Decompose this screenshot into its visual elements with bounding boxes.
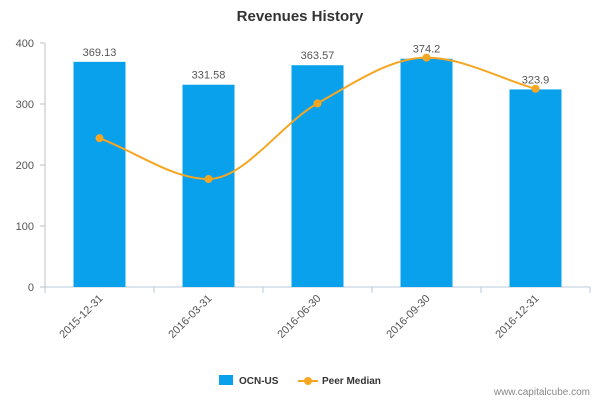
watermark: www.capitalcube.com [493,387,590,398]
chart-title: Revenues History [237,8,364,25]
bar-ocn-us [291,65,344,288]
bar-value-label: 369.13 [83,47,117,59]
x-tick-label: 2016-03-31 [166,293,214,341]
peer-median-point [531,84,540,93]
bar-ocn-us [182,84,235,287]
x-tick-label: 2016-06-30 [275,293,323,341]
bar-value-label: 323.9 [522,74,550,86]
legend-label-peer-median: Peer Median [322,376,381,387]
x-tick-label: 2015-12-31 [57,293,105,341]
y-tick-label: 100 [16,221,34,233]
data-labels: 369.13 331.58 363.57 374.2 323.9 [83,44,550,87]
legend-label-ocn-us: OCN-US [239,376,279,387]
peer-median-line [95,53,540,184]
legend-swatch-ocn-us [219,375,233,385]
peer-median-point [422,53,431,62]
y-tick-label: 400 [16,38,34,50]
bar-ocn-us [73,61,126,287]
bar-ocn-us [400,58,453,287]
x-tick-label: 2016-12-31 [493,293,541,341]
legend: OCN-US Peer Median [219,375,381,387]
y-tick-label: 0 [28,282,34,294]
bar-ocn-us [509,89,562,288]
bar-value-label: 331.58 [192,70,226,82]
bar-value-label: 374.2 [413,44,441,56]
y-tick-label: 300 [16,99,34,111]
bars [73,58,562,288]
y-tick-label: 200 [16,160,34,172]
legend-marker-peer-median [304,377,312,385]
peer-median-point [204,175,213,184]
peer-median-point [95,134,104,143]
peer-median-point [313,99,322,108]
x-tick-label: 2016-09-30 [384,293,432,341]
bar-value-label: 363.57 [301,50,335,62]
